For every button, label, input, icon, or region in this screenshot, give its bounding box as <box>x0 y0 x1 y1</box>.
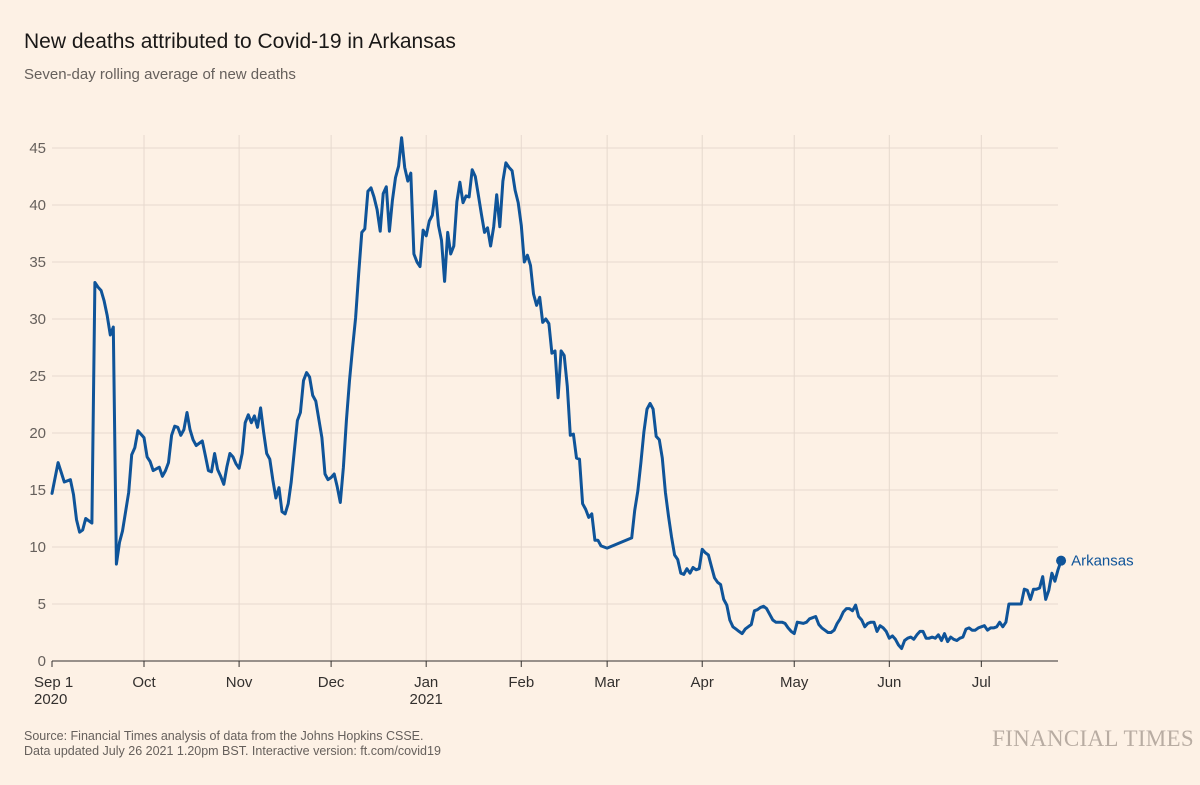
y-tick-label: 40 <box>29 197 46 214</box>
x-tick-label: Jun <box>877 674 901 691</box>
x-tick-label: Dec <box>318 674 345 691</box>
x-tick-label: May <box>780 674 809 691</box>
x-tick-year-label: 2020 <box>34 691 67 708</box>
y-tick-label: 10 <box>29 539 46 556</box>
y-tick-label: 20 <box>29 425 46 442</box>
y-tick-label: 45 <box>29 140 46 157</box>
y-tick-label: 35 <box>29 254 46 271</box>
series-line-arkansas <box>50 136 1063 650</box>
brand-logo: FINANCIAL TIMES <box>992 726 1194 751</box>
x-tick-label: Jul <box>972 674 991 691</box>
chart-title: New deaths attributed to Covid-19 in Ark… <box>24 30 456 53</box>
x-tick-label: Mar <box>594 674 620 691</box>
y-tick-label: 5 <box>38 596 46 613</box>
x-tick-label: Jan <box>414 674 438 691</box>
y-axis-tick-labels: 0 5 10 15 20 25 30 35 40 45 <box>29 140 46 670</box>
y-tick-label: 25 <box>29 368 46 385</box>
source-note: Source: Financial Times analysis of data… <box>24 729 441 759</box>
horizontal-gridlines <box>52 147 1058 605</box>
vertical-gridlines <box>143 135 982 661</box>
series-end-marker <box>1056 555 1067 566</box>
x-tick-label: Feb <box>508 674 534 691</box>
y-tick-label: 0 <box>38 653 46 670</box>
y-tick-label: 15 <box>29 482 46 499</box>
x-tick-label: Oct <box>132 674 156 691</box>
x-tick-label: Sep 1 <box>34 674 73 691</box>
source-line: Source: Financial Times analysis of data… <box>24 729 424 743</box>
y-tick-label: 30 <box>29 311 46 328</box>
x-tick-label: Apr <box>691 674 714 691</box>
x-tick-year-label: 2021 <box>409 691 442 708</box>
chart-subtitle: Seven-day rolling average of new deaths <box>24 66 296 83</box>
updated-line: Data updated July 26 2021 1.20pm BST. In… <box>24 744 441 758</box>
x-tick-label: Nov <box>226 674 253 691</box>
series-end-label: Arkansas <box>1071 553 1134 570</box>
